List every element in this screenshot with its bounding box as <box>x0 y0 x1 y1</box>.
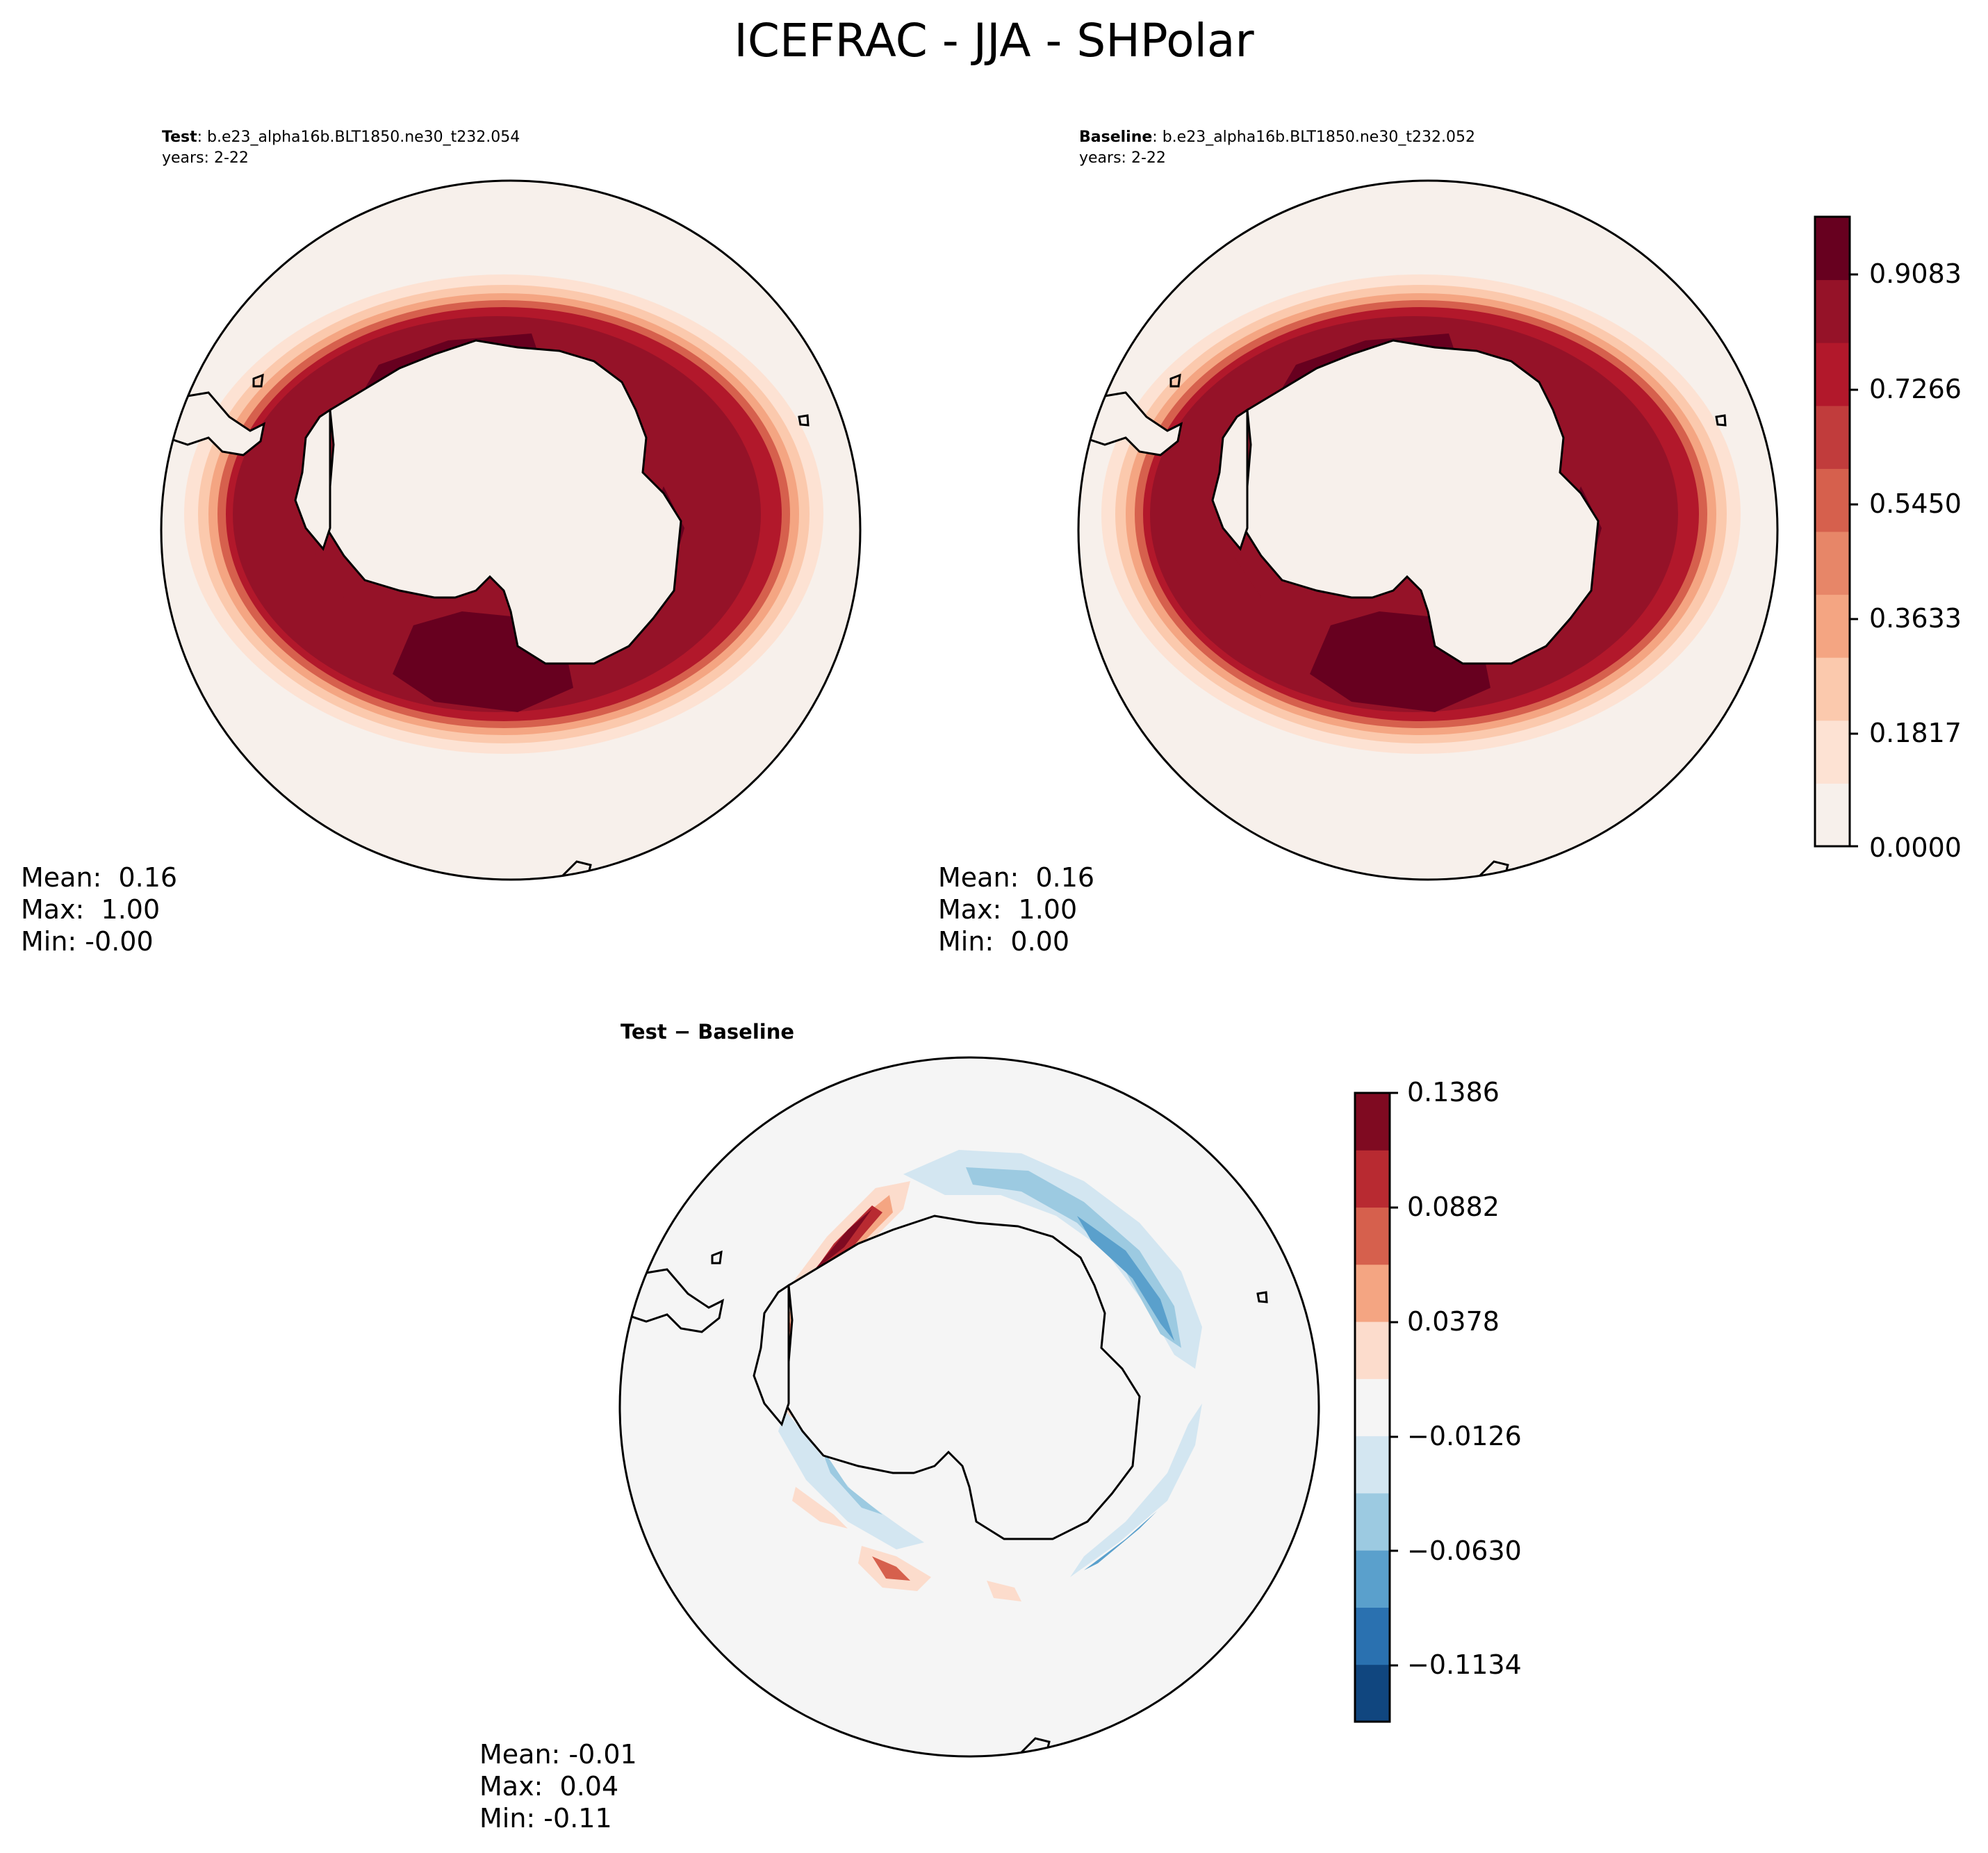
test-years: years: 2-22 <box>162 149 249 167</box>
colorbar-swatch <box>1815 217 1850 281</box>
colorbar-frame <box>1354 1092 1391 1723</box>
colorbar-swatch <box>1355 1435 1390 1494</box>
colorbar-main-tick: 0.3633 <box>1869 603 1962 634</box>
colorbar-main <box>1814 215 1858 848</box>
figure-title: ICEFRAC - JJA - SHPolar <box>734 14 1254 67</box>
baseline-case-name: : b.e23_alpha16b.BLT1850.ne30_t232.052 <box>1152 129 1475 146</box>
colorbar-swatch <box>1355 1093 1390 1151</box>
baseline-map-boundary <box>1077 179 1779 881</box>
colorbar-diff <box>1354 1092 1398 1723</box>
test-stats: Mean: 0.16 Max: 1.00 Min: -0.00 <box>21 862 177 957</box>
test-map <box>161 181 860 880</box>
baseline-years: years: 2-22 <box>1079 149 1166 167</box>
colorbar-swatch <box>1815 279 1850 343</box>
diff-max: Max: 0.04 <box>479 1771 619 1802</box>
diff-mean: Mean: -0.01 <box>479 1739 637 1770</box>
baseline-panel-header: Baseline: b.e23_alpha16b.BLT1850.ne30_t2… <box>1079 127 1475 148</box>
baseline-mean: Mean: 0.16 <box>938 862 1095 893</box>
diff-min: Min: -0.11 <box>479 1803 612 1834</box>
test-max: Max: 1.00 <box>21 894 161 925</box>
colorbar-swatch <box>1815 343 1850 406</box>
diff-map <box>620 1057 1319 1756</box>
test-case-name: : b.e23_alpha16b.BLT1850.ne30_t232.054 <box>197 129 520 146</box>
test-mean: Mean: 0.16 <box>21 862 178 893</box>
colorbar-swatch <box>1815 594 1850 658</box>
colorbar-swatch <box>1815 468 1850 532</box>
baseline-label: Baseline <box>1079 129 1153 146</box>
colorbar-swatch <box>1355 1492 1390 1551</box>
baseline-stats: Mean: 0.16 Max: 1.00 Min: 0.00 <box>938 862 1094 957</box>
colorbar-diff-tick: −0.0126 <box>1407 1421 1522 1451</box>
colorbar-swatch <box>1355 1321 1390 1379</box>
colorbar-main-tick: 0.5450 <box>1869 488 1962 519</box>
baseline-map <box>1078 181 1777 880</box>
colorbar-swatch <box>1815 720 1850 784</box>
baseline-min: Min: 0.00 <box>938 926 1069 957</box>
diff-stats: Mean: -0.01 Max: 0.04 Min: -0.11 <box>479 1738 637 1834</box>
colorbar-swatch <box>1355 1378 1390 1437</box>
baseline-max: Max: 1.00 <box>938 894 1078 925</box>
colorbar-swatch <box>1815 783 1850 847</box>
test-panel-header: Test: b.e23_alpha16b.BLT1850.ne30_t232.0… <box>162 127 520 148</box>
colorbar-swatch <box>1355 1607 1390 1665</box>
colorbar-main-tick: 0.9083 <box>1869 258 1962 289</box>
colorbar-main-tick: 0.0000 <box>1869 832 1962 863</box>
colorbar-swatch <box>1815 657 1850 721</box>
colorbar-main-tick: 0.1817 <box>1869 718 1962 748</box>
colorbar-main-tick: 0.7266 <box>1869 374 1962 404</box>
colorbar-swatch <box>1355 1207 1390 1265</box>
colorbar-diff-tick: 0.0378 <box>1407 1306 1500 1337</box>
colorbar-swatch <box>1815 405 1850 469</box>
colorbar-swatch <box>1355 1150 1390 1208</box>
diff-map-boundary <box>618 1056 1320 1758</box>
colorbar-frame <box>1814 215 1851 848</box>
test-map-boundary <box>160 179 862 881</box>
colorbar-diff-tick: −0.0630 <box>1407 1535 1522 1566</box>
diff-panel-header: Test − Baseline <box>621 1020 795 1044</box>
colorbar-swatch <box>1815 532 1850 595</box>
test-label: Test <box>162 129 197 146</box>
colorbar-swatch <box>1355 1664 1390 1722</box>
colorbar-diff-tick: 0.1386 <box>1407 1077 1500 1107</box>
test-min: Min: -0.00 <box>21 926 154 957</box>
colorbar-swatch <box>1355 1264 1390 1322</box>
colorbar-swatch <box>1355 1550 1390 1608</box>
colorbar-diff-tick: −0.1134 <box>1407 1649 1522 1680</box>
colorbar-diff-tick: 0.0882 <box>1407 1192 1500 1222</box>
